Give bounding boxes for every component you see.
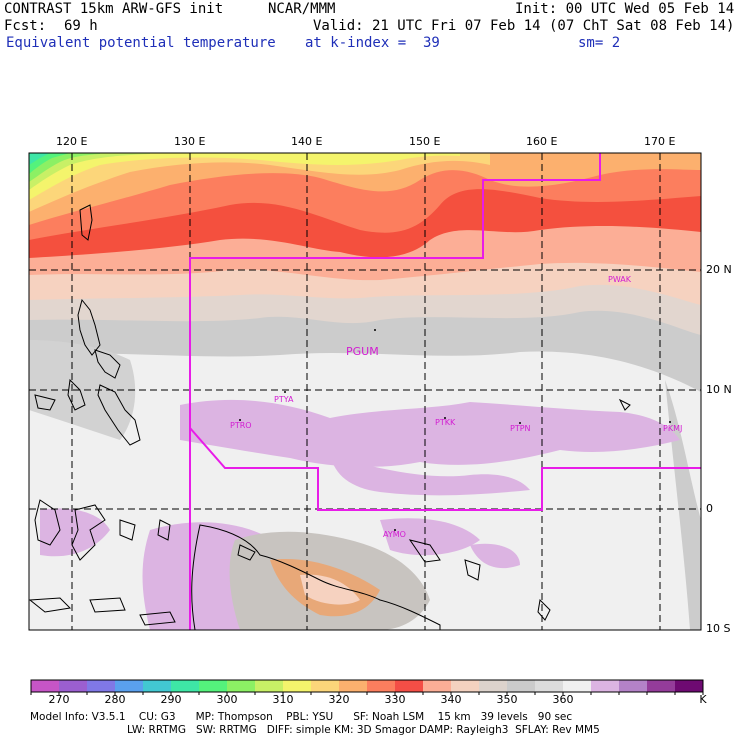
theta-e-field <box>29 153 701 630</box>
lat-label: 10 S <box>706 622 731 635</box>
colorbar-swatch <box>339 680 367 692</box>
colorbar-unit: K <box>699 693 707 706</box>
colorbar-label: 270 <box>48 693 70 706</box>
station-label: AYMO <box>383 530 406 539</box>
colorbar-swatch <box>451 680 479 692</box>
forecast-label: Fcst: <box>4 18 47 34</box>
colorbar-swatch <box>143 680 171 692</box>
colorbar-ticks <box>30 692 704 695</box>
lon-label: 140 E <box>291 135 323 148</box>
lat-label: 0 <box>706 502 713 515</box>
colorbar-label: 360 <box>552 693 574 706</box>
lat-lon-grid <box>29 153 701 630</box>
station-label: PGUM <box>346 345 379 358</box>
colorbar-swatch <box>367 680 395 692</box>
coastlines <box>29 204 631 630</box>
lon-label: 170 E <box>644 135 676 148</box>
colorbar-swatch <box>283 680 311 692</box>
colorbar-swatch <box>507 680 535 692</box>
colorbar-swatch <box>199 680 227 692</box>
k-index-label: at k-index = 39 <box>305 35 440 51</box>
colorbar-label: 340 <box>440 693 462 706</box>
colorbar-label: 300 <box>216 693 238 706</box>
colorbar-swatch <box>115 680 143 692</box>
colorbar-swatch <box>423 680 451 692</box>
colorbar-swatch <box>563 680 591 692</box>
field-name: Equivalent potential temperature <box>6 35 276 51</box>
station-label: PTRO <box>230 421 252 430</box>
colorbar-swatch <box>535 680 563 692</box>
lat-label: 10 N <box>706 383 732 396</box>
colorbar-swatch <box>647 680 675 692</box>
colorbar-swatch <box>479 680 507 692</box>
colorbar-label: 320 <box>328 693 350 706</box>
station-markers <box>239 269 671 531</box>
lon-label: 120 E <box>56 135 88 148</box>
station-label: PTKK <box>435 418 456 427</box>
station-label: PTYA <box>274 395 294 404</box>
colorbar-label: 350 <box>496 693 518 706</box>
lon-label: 160 E <box>526 135 558 148</box>
colorbar-label: 330 <box>384 693 406 706</box>
colorbar <box>30 679 704 693</box>
org-label: NCAR/MMM <box>268 1 336 17</box>
lat-label: 20 N <box>706 263 732 276</box>
colorbar-swatch <box>619 680 647 692</box>
colorbar-swatch <box>591 680 619 692</box>
colorbar-label: 280 <box>104 693 126 706</box>
colorbar-label: 290 <box>160 693 182 706</box>
station-label: PKMJ <box>663 424 682 433</box>
colorbar-swatch <box>171 680 199 692</box>
colorbar-swatch <box>59 680 87 692</box>
lon-label: 130 E <box>174 135 206 148</box>
smoothing-label: sm= 2 <box>578 35 621 51</box>
colorbar-label: 310 <box>272 693 294 706</box>
model-info-line1: Model Info: V3.5.1 CU: G3 MP: Thompson P… <box>30 711 573 723</box>
lon-label: 150 E <box>409 135 441 148</box>
colorbar-swatch <box>255 680 283 692</box>
station-label: PTPN <box>510 424 531 433</box>
valid-time: Valid: 21 UTC Fri 07 Feb 14 (07 ChT Sat … <box>313 18 735 34</box>
colorbar-swatch <box>31 680 59 692</box>
colorbar-swatch <box>395 680 423 692</box>
colorbar-swatch <box>311 680 339 692</box>
init-time: Init: 00 UTC Wed 05 Feb 14 <box>515 1 735 17</box>
domain-boundary <box>189 153 701 630</box>
colorbar-swatch <box>87 680 115 692</box>
colorbar-swatch <box>675 680 703 692</box>
model-title: CONTRAST 15km ARW-GFS init <box>4 1 224 17</box>
model-info-line2: LW: RRTMG SW: RRTMG DIFF: simple KM: 3D … <box>127 724 600 736</box>
forecast-hours: 69 h <box>64 18 98 34</box>
colorbar-swatch <box>227 680 255 692</box>
station-label: PWAK <box>608 275 632 284</box>
map-frame <box>28 152 702 631</box>
